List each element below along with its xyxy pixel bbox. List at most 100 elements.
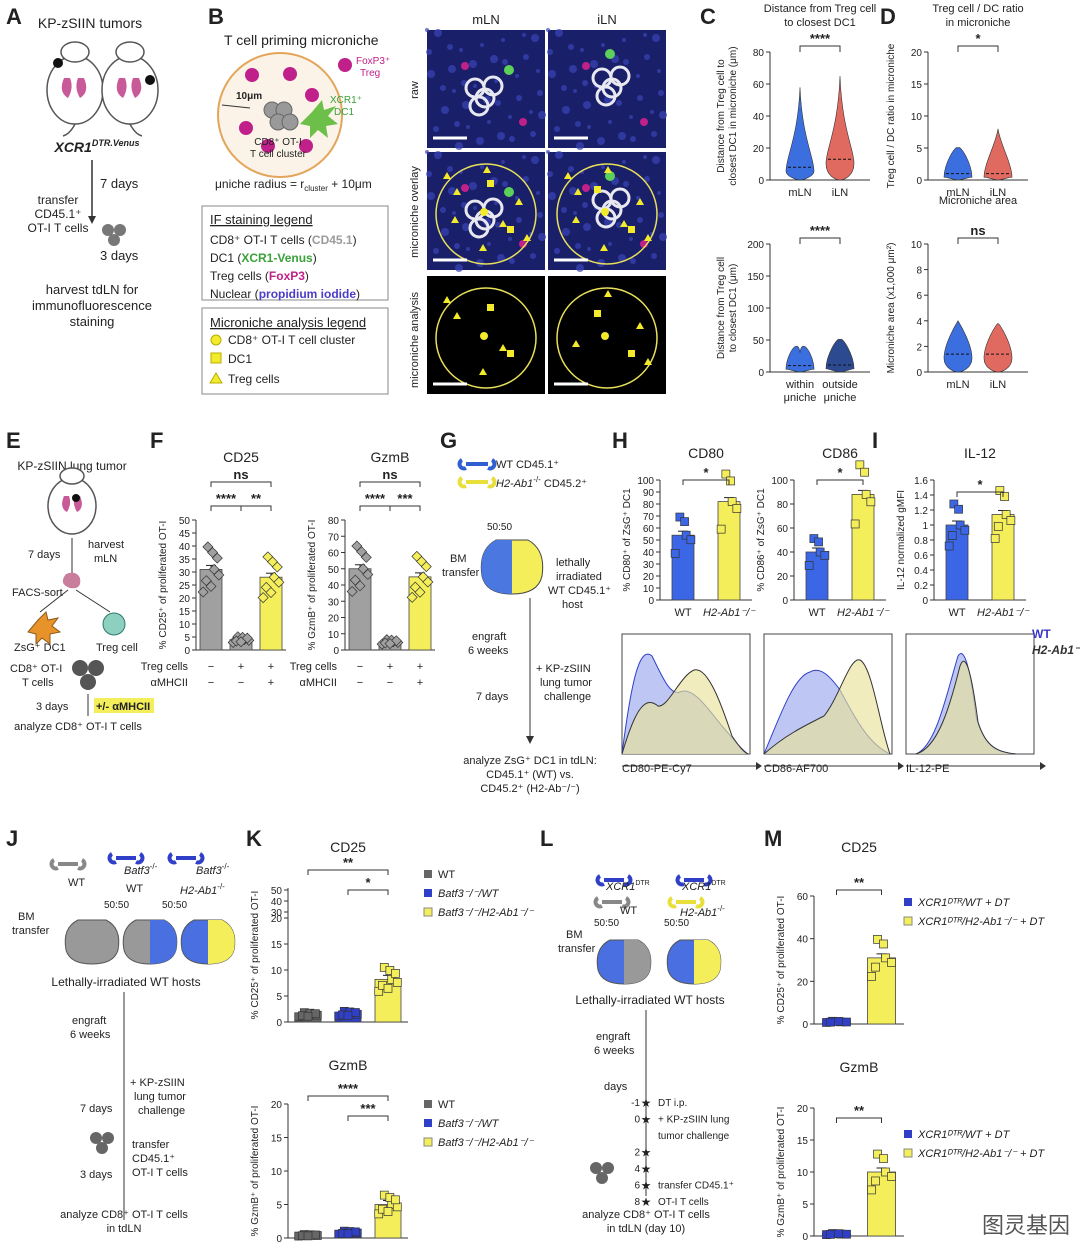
i-il12-point (960, 525, 970, 535)
h-cd80-ytick-label: 50 (643, 536, 655, 547)
nucleus-speck (587, 247, 591, 251)
j-analyze-1: in tdLN (107, 1223, 142, 1235)
f-cd25-ytick-label: 30 (179, 568, 191, 579)
nucleus-speck (630, 136, 636, 142)
d-top-sig-bracket (957, 45, 999, 52)
k-cd25-point (351, 1008, 360, 1017)
m-legend-swatch-h2 (903, 916, 913, 926)
bone-icon-ko (457, 476, 497, 489)
m-cd25-sig: ** (854, 875, 865, 890)
treg-marker (600, 244, 608, 251)
nucleus-speck (447, 166, 453, 172)
panel-letter-h: H (612, 428, 628, 453)
nucleus-speck (433, 126, 439, 132)
nucleus-speck (501, 38, 505, 42)
f-cd25-row-sign: − (208, 661, 214, 673)
nucleus-speck (469, 60, 477, 68)
panel-letter-e: E (6, 428, 21, 453)
nucleus-speck (597, 137, 605, 145)
k-cd25-point (391, 969, 400, 978)
f-cd25-row-label: αMHCII (150, 677, 188, 689)
f-gzmb-ytick-label: 60 (328, 549, 340, 560)
f-cd25-point (271, 561, 283, 573)
nucleus-speck (426, 171, 432, 177)
nucleus-speck (494, 79, 498, 83)
timeline-star: ★ (641, 1096, 652, 1110)
i-il12-ytick-label: 1.6 (914, 476, 928, 487)
nucleus-speck (644, 54, 650, 60)
l-xcr-b: XCR1DTR (681, 880, 726, 893)
m-cd25-sig-bracket (836, 889, 882, 895)
nucleus-speck (508, 115, 512, 119)
nucleus-speck (622, 160, 626, 164)
nucleus-speck (529, 110, 533, 114)
l-host-mice (596, 939, 722, 985)
histogram-axis-label: CD86-AF700 (764, 763, 828, 775)
nucleus-speck (440, 207, 446, 213)
g-challenge-1: lung tumor (540, 677, 592, 689)
c-bottom-ytick-label: 150 (747, 272, 764, 283)
panel-e: KP-zSIIN lung tumor 7 days harvest mLN F… (10, 459, 154, 733)
c-bottom-ytick-label: 200 (747, 240, 764, 251)
cluster-label-1: T cell cluster (250, 149, 307, 160)
d-top-ytick-label: 20 (911, 48, 923, 59)
j-tcell-icons (90, 1132, 114, 1154)
nucleus-speck (516, 95, 522, 101)
g-bm-0: BM (450, 553, 467, 565)
nucleus-speck (427, 192, 435, 200)
d-top-violin (983, 128, 1013, 181)
i-il12-point (1001, 510, 1011, 519)
mouse-illustration (46, 41, 159, 137)
k-gzmb-ylabel: % GzmB⁺ of proliferated OT-I (250, 1106, 261, 1237)
h-cd80-ytick-label: 100 (637, 476, 654, 487)
l-analyze-0: analyze CD8⁺ OT-I T cells (582, 1209, 710, 1221)
c-top-xlabel: mLN (788, 187, 811, 199)
f-gzmb-sig-bracket (359, 505, 391, 511)
c-top-sig: **** (810, 31, 831, 46)
f-cd25-point (205, 580, 217, 592)
h-cd80-xlabel: H2-Ab1⁻/⁻ (703, 607, 756, 619)
transfer-line-0: transfer (38, 193, 79, 207)
g-engraft-0: engraft (472, 631, 506, 643)
f-cd25-row-sign: + (268, 661, 274, 673)
k-cd25-point (343, 1011, 353, 1020)
treg-marker (572, 216, 580, 223)
panel-a: KP-zSIIN tumors XCR1DTR.Venus 7 days tra… (28, 15, 159, 329)
j-bone-batf2 (167, 852, 205, 865)
nucleus-speck (502, 181, 508, 187)
step2-days: 3 days (100, 248, 139, 263)
nucleus-speck (576, 142, 584, 150)
f-cd25-ytick-label: 5 (184, 633, 190, 644)
k2-legend-swatch-h2 (423, 1137, 433, 1147)
d-top-title: in microniche (946, 17, 1011, 29)
harvest-line-0: harvest tdLN for (46, 282, 139, 297)
microniche-ring (556, 163, 658, 265)
nucleus-speck (652, 156, 660, 164)
l-bone-h2 (667, 896, 705, 909)
h-cd80-ytick-label: 60 (643, 524, 655, 535)
f-cd25-ytick-label: 20 (179, 594, 191, 605)
nucleus-speck (502, 59, 508, 65)
nucleus-speck (562, 106, 570, 114)
watermark: 图灵基因 (981, 1214, 1070, 1239)
h-cd80-title: CD80 (688, 445, 724, 461)
h-cd86-point (804, 561, 814, 570)
m-gzmb-point (834, 1229, 843, 1239)
nucleus-speck (530, 131, 536, 137)
nucleus-speck (561, 85, 567, 91)
tcell-blob (595, 85, 617, 107)
h-cd86-point (855, 460, 865, 470)
h-cd86-xlabel: WT (808, 607, 825, 619)
f-gzmb-point (354, 580, 366, 592)
d-bottom-ytick-label: 6 (916, 291, 922, 302)
h-cd86-point (820, 551, 830, 560)
timeline-day: 6 (634, 1181, 640, 1192)
nucleus-speck (659, 233, 667, 241)
tcell-blob (482, 75, 504, 97)
k-cd25-point (311, 1009, 320, 1019)
i-il12-sig-bracket (956, 491, 1004, 497)
k-cd25-ytick-label: 15 (271, 940, 283, 951)
panel-letter-i: I (872, 428, 879, 453)
c-top-ytick-label: 60 (753, 80, 765, 91)
d-top-ytick-label: 15 (911, 80, 923, 91)
